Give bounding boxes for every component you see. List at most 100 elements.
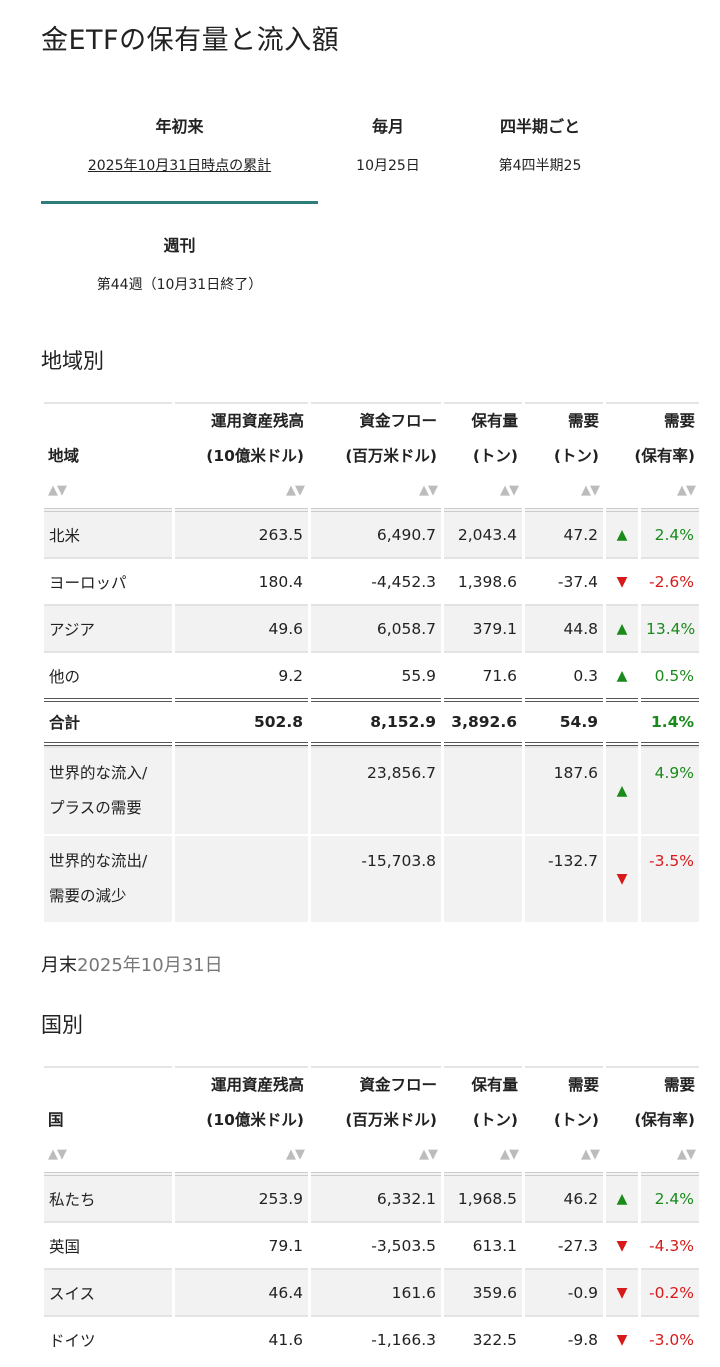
- col-header-demand[interactable]: 需要 (トン) ▲▼: [525, 402, 603, 508]
- col-header-flow[interactable]: 資金フロー (百万米ドル) ▲▼: [311, 402, 441, 508]
- sort-icon[interactable]: ▲▼: [500, 483, 519, 498]
- row-demand: 46.2: [525, 1172, 603, 1221]
- outflow-flow: -15,703.8: [311, 834, 441, 922]
- tab-ytd[interactable]: 年初来 2025年10月31日時点の累計: [41, 113, 318, 175]
- tab-quarterly-date: 第4四半期25: [498, 158, 582, 174]
- sort-icon[interactable]: ▲▼: [677, 1147, 696, 1162]
- down-arrow-icon: ▼: [606, 557, 638, 604]
- table-row: ヨーロッパ 180.4 -4,452.3 1,398.6 -37.4 ▼ -2.…: [44, 557, 700, 604]
- col-header-aum[interactable]: 運用資産残高 (10億米ドル) ▲▼: [175, 1066, 308, 1172]
- tab-weekly-label: 週刊: [163, 236, 196, 255]
- inflow-flow: 23,856.7: [311, 746, 441, 834]
- sort-icon[interactable]: ▲▼: [419, 483, 438, 498]
- down-arrow-icon: ▼: [606, 1268, 638, 1315]
- row-demand: -0.9: [525, 1268, 603, 1315]
- row-holdings: 1,968.5: [444, 1172, 522, 1221]
- outflow-name: 世界的な流出/需要の減少: [44, 834, 172, 922]
- row-demand: 47.2: [525, 508, 603, 557]
- outflow-holdings: [444, 834, 522, 922]
- row-demand-pct: 2.4%: [641, 508, 700, 557]
- col-header-unit: (トン): [553, 447, 599, 465]
- inflow-holdings: [444, 746, 522, 834]
- row-demand-pct: -0.2%: [641, 1268, 700, 1315]
- row-name: ヨーロッパ: [44, 557, 172, 604]
- row-holdings: 613.1: [444, 1221, 522, 1268]
- total-aum: 502.8: [175, 698, 308, 746]
- up-arrow-icon: ▲: [606, 651, 638, 698]
- total-arrow-cell: [606, 698, 638, 746]
- col-header-region[interactable]: 地域 ▲▼: [44, 402, 172, 508]
- row-aum: 180.4: [175, 557, 308, 604]
- col-header-label: 資金フロー: [359, 1076, 437, 1094]
- row-demand: -37.4: [525, 557, 603, 604]
- region-heading: 地域別: [41, 349, 104, 373]
- row-demand: -9.8: [525, 1315, 603, 1362]
- row-holdings: 1,398.6: [444, 557, 522, 604]
- sort-icon[interactable]: ▲▼: [419, 1147, 438, 1162]
- tab-monthly[interactable]: 毎月 10月25日: [318, 113, 458, 175]
- col-header-label: 運用資産残高: [210, 412, 304, 430]
- total-holdings: 3,892.6: [444, 698, 522, 746]
- tab-quarterly[interactable]: 四半期ごと 第4四半期25: [470, 113, 610, 175]
- row-name: 北米: [44, 508, 172, 557]
- country-heading: 国別: [41, 1013, 83, 1037]
- up-arrow-icon: ▲: [606, 604, 638, 651]
- row-holdings: 379.1: [444, 604, 522, 651]
- row-name: ドイツ: [44, 1315, 172, 1362]
- col-header-holdings[interactable]: 保有量 (トン) ▲▼: [444, 402, 522, 508]
- row-holdings: 322.5: [444, 1315, 522, 1362]
- col-header-unit: (保有率): [634, 447, 696, 465]
- table-row: スイス 46.4 161.6 359.6 -0.9 ▼ -0.2%: [44, 1268, 700, 1315]
- row-aum: 46.4: [175, 1268, 308, 1315]
- row-flow: 6,058.7: [311, 604, 441, 651]
- row-flow: 161.6: [311, 1268, 441, 1315]
- sort-icon[interactable]: ▲▼: [286, 483, 305, 498]
- sort-icon[interactable]: ▲▼: [677, 483, 696, 498]
- table-row: アジア 49.6 6,058.7 379.1 44.8 ▲ 13.4%: [44, 604, 700, 651]
- region-header-row: 地域 ▲▼ 運用資産残高 (10億米ドル) ▲▼ 資金フロー (百万米ドル) ▲▼ 保有量…: [44, 402, 700, 508]
- row-name: 英国: [44, 1221, 172, 1268]
- tab-ytd-date-link[interactable]: 2025年10月31日時点の累計: [87, 158, 272, 174]
- col-header-flow[interactable]: 資金フロー (百万米ドル) ▲▼: [311, 1066, 441, 1172]
- col-header-label: 需要: [664, 412, 696, 430]
- sort-icon[interactable]: ▲▼: [48, 483, 67, 498]
- down-arrow-icon: ▼: [606, 1315, 638, 1362]
- col-header-label: 需要: [567, 412, 599, 430]
- row-demand: 0.3: [525, 651, 603, 698]
- total-flow: 8,152.9: [311, 698, 441, 746]
- col-header-holdings[interactable]: 保有量 (トン) ▲▼: [444, 1066, 522, 1172]
- col-header-label: 国: [48, 1111, 64, 1129]
- sort-icon[interactable]: ▲▼: [581, 1147, 600, 1162]
- table-row: 私たち 253.9 6,332.1 1,968.5 46.2 ▲ 2.4%: [44, 1172, 700, 1221]
- col-header-demand-pct[interactable]: 需要 (保有率) ▲▼: [606, 1066, 700, 1172]
- row-flow: -3,503.5: [311, 1221, 441, 1268]
- col-header-unit: (トン): [472, 447, 518, 465]
- col-header-label: 資金フロー: [359, 412, 437, 430]
- sort-icon[interactable]: ▲▼: [286, 1147, 305, 1162]
- col-header-demand-pct[interactable]: 需要 (保有率) ▲▼: [606, 402, 700, 508]
- row-aum: 263.5: [175, 508, 308, 557]
- row-flow: 6,332.1: [311, 1172, 441, 1221]
- row-holdings: 2,043.4: [444, 508, 522, 557]
- total-demand: 54.9: [525, 698, 603, 746]
- sort-icon[interactable]: ▲▼: [48, 1147, 67, 1162]
- col-header-demand[interactable]: 需要 (トン) ▲▼: [525, 1066, 603, 1172]
- col-header-country[interactable]: 国 ▲▼: [44, 1066, 172, 1172]
- row-name: アジア: [44, 604, 172, 651]
- row-aum: 79.1: [175, 1221, 308, 1268]
- table-row: 英国 79.1 -3,503.5 613.1 -27.3 ▼ -4.3%: [44, 1221, 700, 1268]
- col-header-aum[interactable]: 運用資産残高 (10億米ドル) ▲▼: [175, 402, 308, 508]
- outflow-name-line2: 需要の減少: [49, 887, 127, 905]
- tab-weekly[interactable]: 週刊 第44週（10月31日終了）: [41, 232, 318, 294]
- outflow-demand: -132.7: [525, 834, 603, 922]
- row-aum: 49.6: [175, 604, 308, 651]
- sort-icon[interactable]: ▲▼: [581, 483, 600, 498]
- active-tab-indicator: [41, 201, 318, 204]
- outflow-aum: [175, 834, 308, 922]
- sort-icon[interactable]: ▲▼: [500, 1147, 519, 1162]
- inflow-demand: 187.6: [525, 746, 603, 834]
- col-header-unit: (10億米ドル): [206, 447, 304, 465]
- col-header-unit: (トン): [472, 1111, 518, 1129]
- col-header-unit: (百万米ドル): [345, 447, 437, 465]
- row-name: 他の: [44, 651, 172, 698]
